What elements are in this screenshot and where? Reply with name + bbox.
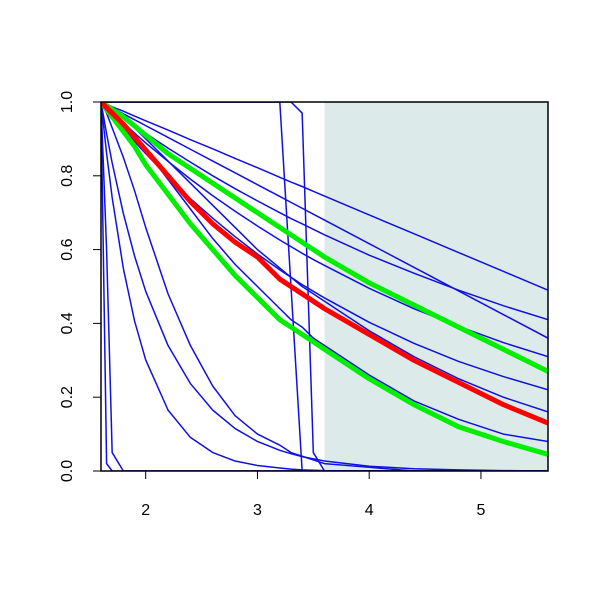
plot-frame [100,101,549,472]
y-tick-label: 0.6 [59,238,76,260]
x-tick-label: 3 [253,502,262,519]
x-tick-label: 4 [365,502,374,519]
y-tick-label: 0.2 [59,386,76,408]
y-tick-label: 1.0 [59,91,76,113]
lines-layer [101,102,548,471]
series-line [101,102,548,374]
x-tick-label: 5 [476,502,485,519]
series-line [101,102,548,471]
axes-layer: 2 3 4 5 0.0 0.2 0.4 0.6 0.8 1.0 [59,91,485,519]
y-tick-label: 0.4 [59,312,76,334]
series-line [101,102,548,471]
series-line [101,102,548,426]
series-line [101,102,548,471]
y-tick-label: 0.8 [59,165,76,187]
x-tick-label: 2 [141,502,150,519]
series-line [101,102,548,457]
series-line [101,102,548,291]
y-tick-label: 0.0 [59,460,76,482]
series-line [101,102,548,339]
